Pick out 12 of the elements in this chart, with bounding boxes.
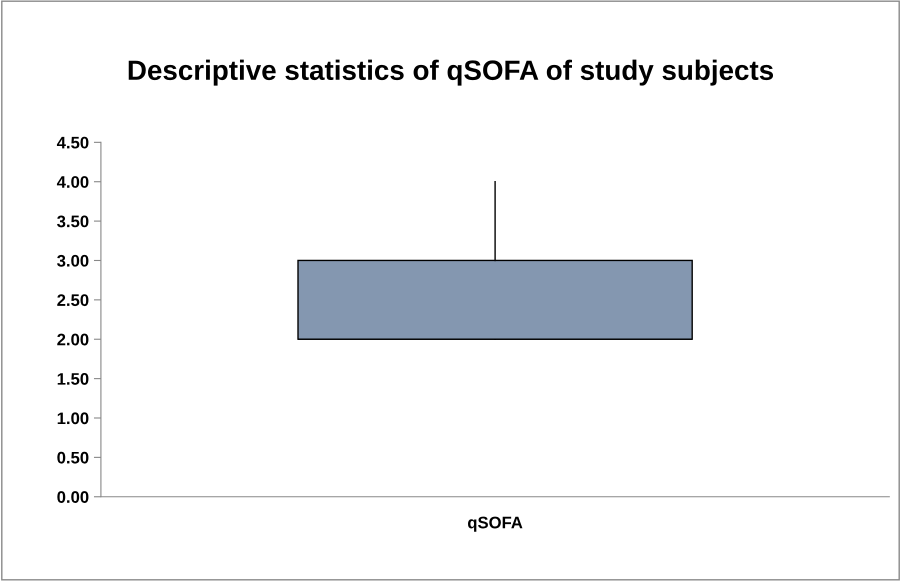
y-tick-label: 4.50 (56, 136, 88, 149)
y-tick-label: 0.50 (57, 452, 88, 464)
y-tick-label: 3.00 (57, 254, 88, 267)
y-tick-label: 1.50 (58, 373, 88, 385)
y-tick-label: 2.50 (57, 294, 88, 306)
chart-title: Descriptive statistics of qSOFA of study subjects (128, 60, 774, 86)
y-tick-label: 4.00 (56, 176, 88, 188)
x-tick-label: qSOFA (468, 516, 522, 532)
y-tick-label: 3.50 (57, 216, 88, 228)
y-tick-label: 2.00 (57, 334, 88, 346)
y-tick-label: 0.00 (57, 491, 88, 503)
y-tick-label: 1.00 (58, 412, 88, 424)
